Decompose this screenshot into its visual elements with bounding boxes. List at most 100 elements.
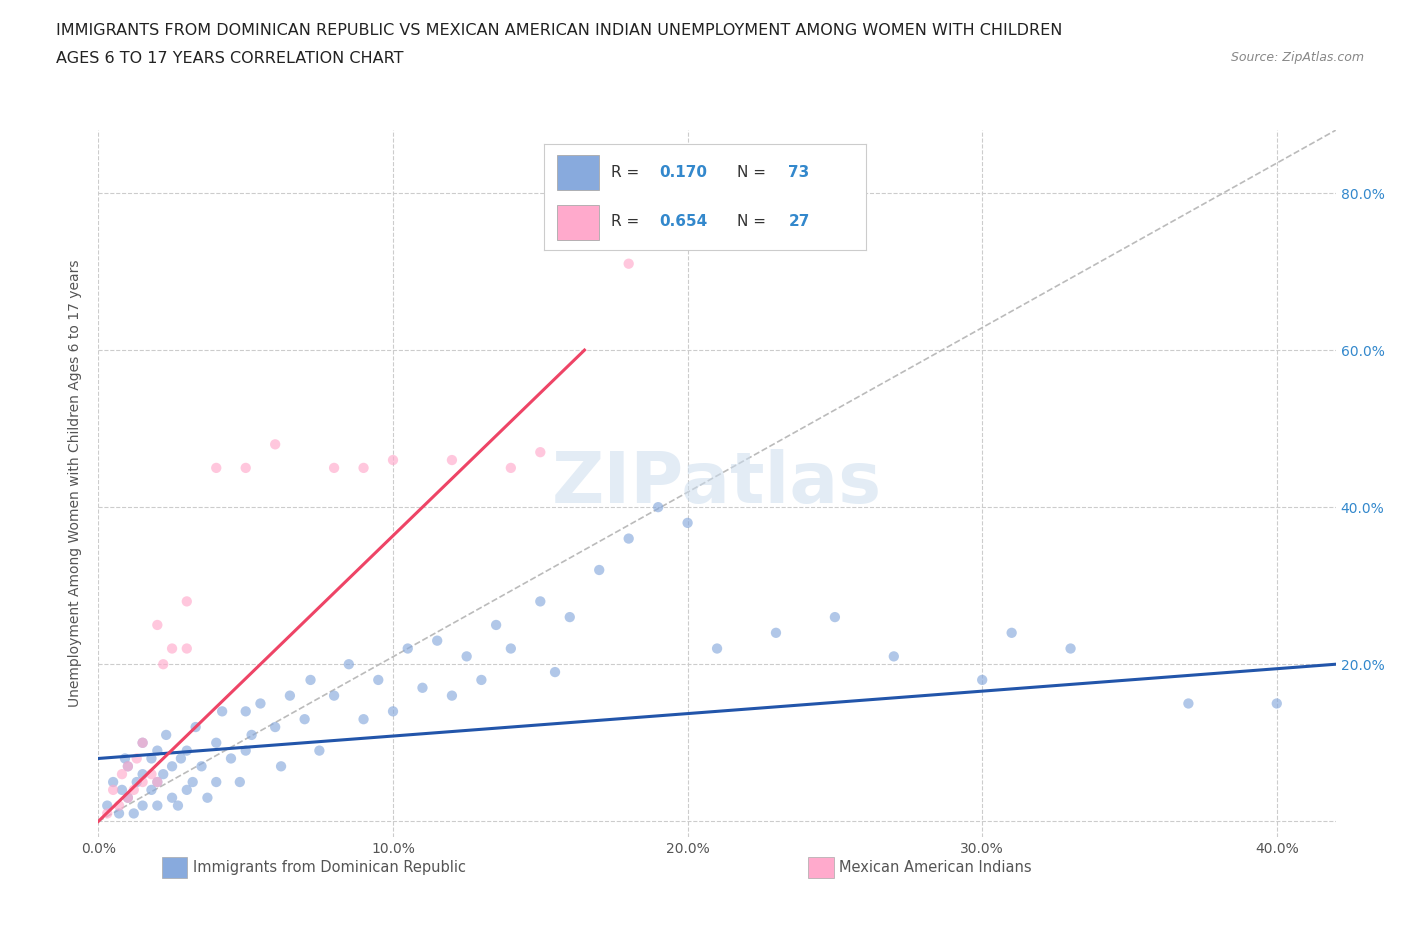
Point — [205, 460, 228, 475]
Point — [440, 453, 463, 468]
Point — [211, 704, 233, 719]
Text: IMMIGRANTS FROM DOMINICAN REPUBLIC VS MEXICAN AMERICAN INDIAN UNEMPLOYMENT AMONG: IMMIGRANTS FROM DOMINICAN REPUBLIC VS ME… — [56, 23, 1063, 38]
Point — [96, 806, 118, 821]
Point — [141, 751, 163, 766]
Point — [426, 633, 449, 648]
Point — [160, 641, 183, 656]
Point — [131, 766, 153, 781]
Point — [117, 759, 139, 774]
Point — [146, 798, 169, 813]
Point — [111, 782, 134, 797]
Text: Source: ZipAtlas.com: Source: ZipAtlas.com — [1230, 51, 1364, 64]
Point — [264, 720, 287, 735]
Point — [152, 766, 174, 781]
Point — [131, 775, 153, 790]
Point — [111, 766, 134, 781]
Point — [184, 720, 207, 735]
Point — [440, 688, 463, 703]
Point — [824, 610, 846, 625]
Point — [122, 806, 145, 821]
Point — [299, 672, 322, 687]
Point — [114, 751, 136, 766]
Point — [141, 766, 163, 781]
Point — [229, 775, 252, 790]
Point — [367, 672, 389, 687]
Point — [456, 649, 478, 664]
Point — [176, 594, 198, 609]
Point — [499, 641, 522, 656]
Point — [617, 257, 640, 272]
Point — [544, 665, 567, 680]
Point — [96, 798, 118, 813]
Point — [131, 736, 153, 751]
Point — [529, 445, 551, 459]
Point — [1177, 696, 1199, 711]
Point — [353, 460, 375, 475]
Point — [529, 594, 551, 609]
Text: Mexican American Indians: Mexican American Indians — [839, 860, 1032, 875]
Point — [647, 499, 669, 514]
Point — [205, 736, 228, 751]
Point — [101, 782, 124, 797]
Point — [382, 453, 405, 468]
Point — [706, 641, 728, 656]
Point — [146, 618, 169, 632]
Point — [131, 736, 153, 751]
Point — [235, 743, 257, 758]
Point — [676, 515, 699, 530]
Point — [146, 775, 169, 790]
Point — [146, 743, 169, 758]
Point — [117, 790, 139, 805]
Point — [558, 610, 581, 625]
Point — [470, 672, 492, 687]
Point — [235, 704, 257, 719]
Point — [160, 790, 183, 805]
Point — [141, 782, 163, 797]
Point — [588, 563, 610, 578]
Point — [249, 696, 271, 711]
Point — [152, 657, 174, 671]
Point — [353, 711, 375, 726]
Point — [883, 649, 905, 664]
Point — [1001, 625, 1024, 640]
Point — [167, 798, 190, 813]
Point — [181, 775, 204, 790]
Point — [396, 641, 419, 656]
Point — [337, 657, 360, 671]
Point — [499, 460, 522, 475]
Text: ZIPatlas: ZIPatlas — [553, 449, 882, 518]
Point — [122, 782, 145, 797]
Point — [323, 688, 346, 703]
Point — [176, 782, 198, 797]
Point — [323, 460, 346, 475]
Point — [219, 751, 242, 766]
Point — [101, 775, 124, 790]
Text: Immigrants from Dominican Republic: Immigrants from Dominican Republic — [193, 860, 465, 875]
Point — [176, 743, 198, 758]
Point — [117, 759, 139, 774]
Point — [108, 798, 131, 813]
Point — [176, 641, 198, 656]
Point — [108, 806, 131, 821]
Point — [125, 751, 148, 766]
Point — [485, 618, 508, 632]
Point — [125, 775, 148, 790]
Point — [205, 775, 228, 790]
Point — [308, 743, 330, 758]
Point — [972, 672, 994, 687]
Point — [170, 751, 193, 766]
Point — [411, 681, 433, 696]
Point — [160, 759, 183, 774]
Point — [197, 790, 219, 805]
Point — [765, 625, 787, 640]
Point — [264, 437, 287, 452]
Point — [278, 688, 301, 703]
Text: AGES 6 TO 17 YEARS CORRELATION CHART: AGES 6 TO 17 YEARS CORRELATION CHART — [56, 51, 404, 66]
Point — [1265, 696, 1288, 711]
Point — [131, 798, 153, 813]
Point — [1059, 641, 1081, 656]
Point — [117, 790, 139, 805]
Point — [382, 704, 405, 719]
Point — [235, 460, 257, 475]
Point — [240, 727, 263, 742]
